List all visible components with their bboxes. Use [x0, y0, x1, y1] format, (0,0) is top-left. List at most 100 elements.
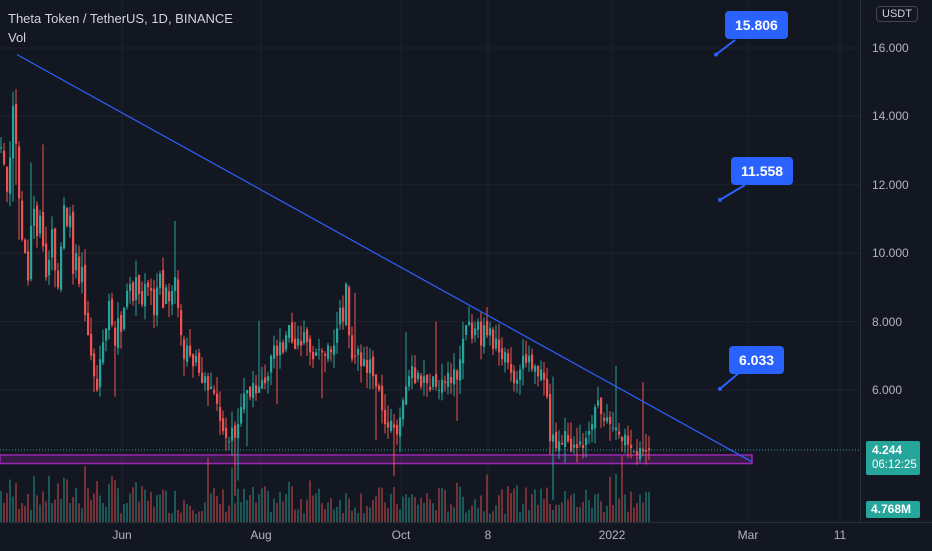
candle-body [303, 331, 306, 344]
volume-bar [339, 499, 341, 522]
volume-bar [114, 480, 116, 522]
volume-bar [639, 494, 641, 522]
candle-body [132, 282, 135, 302]
target-callout-2[interactable]: 11.558 [731, 157, 794, 185]
volume-bar [567, 499, 569, 522]
volume-bar [366, 506, 368, 522]
target-callout-3[interactable]: 6.033 [729, 346, 785, 374]
candle-body [156, 287, 159, 316]
volume-bar [45, 501, 47, 522]
volume-bar [351, 511, 353, 522]
candle-body [180, 310, 183, 336]
candle-body [474, 328, 477, 336]
candle-body [249, 386, 252, 397]
candle-body [264, 377, 267, 384]
candle-body [81, 266, 84, 283]
volume-bar [336, 506, 338, 522]
candle-body [237, 424, 240, 439]
candle-body [78, 256, 81, 284]
volume-bar [207, 457, 209, 522]
volume-bar [564, 491, 566, 522]
volume-bar [15, 483, 17, 522]
volume-bar [204, 502, 206, 522]
candle-body [90, 334, 93, 356]
candle-body [405, 386, 408, 405]
volume-bar [180, 512, 182, 522]
volume-bar [165, 490, 167, 522]
price-chart[interactable] [0, 0, 860, 522]
volume-bar [588, 500, 590, 522]
volume-bar [75, 487, 77, 522]
candle-body [369, 359, 372, 374]
volume-bar [0, 491, 2, 522]
callout-pointer [719, 184, 746, 201]
candle-body [648, 448, 651, 451]
volume-bar [141, 486, 143, 522]
candle-body [510, 364, 513, 373]
candle-body [42, 211, 45, 247]
candle-body [0, 147, 3, 149]
candle-body [312, 352, 315, 360]
volume-bar [507, 486, 509, 522]
candle-body [315, 352, 318, 356]
target-callout-1[interactable]: 15.806 [725, 11, 788, 39]
candle-body [387, 422, 390, 428]
candle-body [447, 372, 450, 387]
candle-body [549, 393, 552, 442]
volume-bar [546, 487, 548, 522]
volume-bar [561, 502, 563, 522]
candle-body [69, 215, 72, 228]
volume-bar [120, 513, 122, 522]
volume-bar [396, 504, 398, 522]
volume-bar [192, 510, 194, 522]
candle-body [30, 225, 33, 280]
volume-bar [69, 503, 71, 522]
volume-bar [474, 499, 476, 522]
candle-body [516, 379, 519, 384]
volume-bar [237, 488, 239, 522]
volume-indicator-label[interactable]: Vol [8, 30, 27, 45]
volume-bar [150, 491, 152, 522]
candle-body [522, 355, 525, 369]
volume-bar [480, 495, 482, 522]
volume-bar [261, 488, 263, 522]
candle-body [51, 229, 54, 258]
time-axis[interactable] [0, 522, 932, 551]
volume-bar [138, 501, 140, 522]
candle-body [600, 397, 603, 414]
chart-area[interactable] [0, 0, 860, 522]
candle-body [213, 389, 216, 394]
candle-body [321, 350, 324, 353]
volume-bar [414, 496, 416, 522]
volume-bar [648, 491, 650, 522]
symbol-title[interactable]: Theta Token / TetherUS, 1D, BINANCE [8, 11, 233, 26]
y-tick-label: 10.000 [872, 246, 909, 261]
candle-body [375, 374, 378, 387]
candle-body [327, 345, 330, 360]
volume-bar [582, 501, 584, 522]
candle-body [642, 448, 645, 452]
candle-body [570, 438, 573, 452]
volume-bar [594, 494, 596, 522]
price-axis[interactable] [860, 0, 932, 522]
volume-bar [246, 500, 248, 522]
candle-body [267, 376, 270, 382]
x-tick-label: 2022 [598, 528, 626, 542]
volume-bar [498, 495, 500, 522]
volume-bar [522, 503, 524, 522]
candle-body [417, 372, 420, 380]
candle-body [591, 424, 594, 430]
candle-body [483, 325, 486, 347]
volume-bar [63, 477, 65, 522]
volume-bar [612, 505, 614, 522]
candle-body [531, 354, 534, 370]
candle-body [345, 283, 348, 326]
candle-body [471, 322, 474, 339]
currency-label[interactable]: USDT [876, 6, 918, 22]
candle-body [480, 321, 483, 346]
volume-bar [201, 510, 203, 522]
volume-bar [573, 493, 575, 522]
candle-body [276, 345, 279, 356]
volume-bar [543, 499, 545, 522]
candle-body [639, 448, 642, 460]
